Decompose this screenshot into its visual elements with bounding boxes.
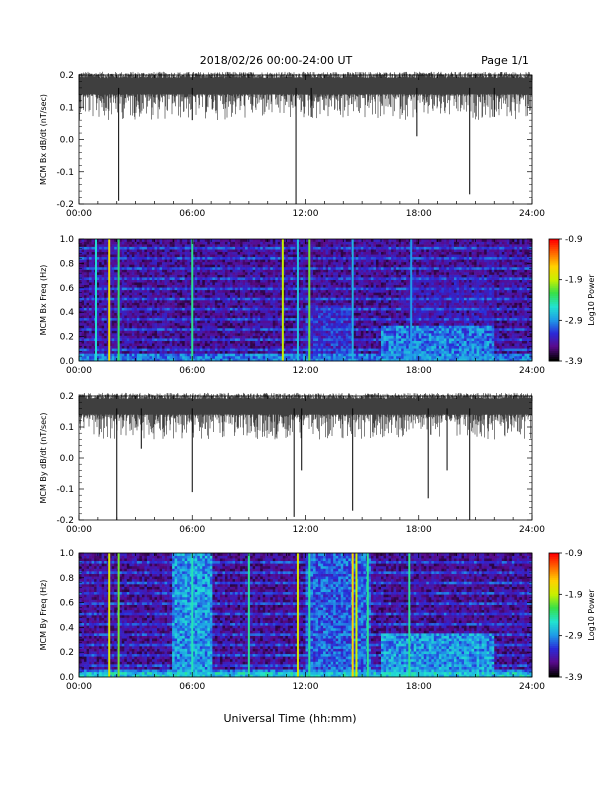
broadband-line-4 [247, 553, 250, 677]
x-tick-label: 06:00 [179, 209, 205, 219]
y-tick-label: 0.4 [60, 308, 75, 318]
x-tick-label: 12:00 [293, 209, 319, 219]
x-tick-label: 18:00 [406, 682, 432, 692]
x-tick-label: 00:00 [66, 682, 92, 692]
x-tick-label: 24:00 [519, 366, 545, 376]
broadband-line-7 [351, 553, 354, 677]
colorbar-tick-label: -1.9 [565, 276, 583, 286]
y-tick-label: 0.4 [60, 623, 75, 633]
x-tick-label: 06:00 [179, 682, 205, 692]
broadband-line-5 [296, 553, 299, 677]
y-tick-label: -0.1 [56, 485, 74, 495]
y-axis-label: MCM Bx Freq (Hz) [39, 265, 48, 336]
x-tick-label: 00:00 [66, 209, 92, 219]
broadband-line-4 [191, 239, 194, 361]
broadband-line-7 [308, 239, 311, 361]
panel-2 [78, 238, 562, 362]
panel-1 [78, 71, 533, 205]
x-tick-label: 24:00 [519, 525, 545, 535]
y-tick-label: 0.2 [60, 71, 74, 81]
x-tick-label: 24:00 [519, 209, 545, 219]
x-tick-label: 12:00 [293, 366, 319, 376]
x-tick-label: 12:00 [293, 682, 319, 692]
panel-3 [78, 392, 533, 521]
y-axis-label: MCM Bx dB/dt (nT/sec) [39, 94, 48, 185]
colorbar-label: Log10 Power [587, 274, 596, 326]
colorbar-label: Log10 Power [587, 589, 596, 641]
y-tick-label: 0.1 [60, 423, 74, 433]
date-range-title: 2018/02/26 00:00-24:00 UT [200, 54, 353, 67]
x-tick-label: 18:00 [406, 525, 432, 535]
broadband-line-10 [408, 553, 411, 677]
x-tick-label: 18:00 [406, 366, 432, 376]
broadband-line-1 [94, 239, 97, 361]
colorbar-tick-label: -3.9 [565, 673, 583, 683]
colorbar [548, 238, 562, 362]
x-tick-label: 24:00 [519, 682, 545, 692]
y-tick-label: 0.1 [60, 103, 74, 113]
colorbar-tick-label: -0.9 [565, 235, 583, 245]
broadband-line-2 [117, 553, 120, 677]
spectrogram-cells [79, 553, 533, 678]
colorbar-tick-label: -2.9 [565, 632, 583, 642]
spectrogram-cells [79, 239, 533, 362]
y-tick-label: 0.8 [60, 574, 75, 584]
y-axis-label: MCM By Freq (Hz) [39, 580, 48, 651]
colorbar [548, 552, 562, 678]
broadband-line-3 [117, 239, 120, 361]
y-tick-label: 0.2 [60, 392, 74, 402]
broadband-line-9 [366, 553, 369, 677]
x-tick-label: 18:00 [406, 209, 432, 219]
colorbar-frame [548, 238, 560, 362]
y-tick-label: 0.8 [60, 259, 75, 269]
y-tick-label: 1.0 [60, 549, 75, 559]
colorbar-tick-label: -3.9 [565, 357, 583, 367]
broadband-line-8 [351, 239, 354, 361]
broadband-line-9 [410, 239, 413, 361]
y-tick-label: 0.0 [60, 357, 75, 367]
colorbar-frame [548, 552, 560, 678]
x-tick-label: 00:00 [66, 366, 92, 376]
y-tick-label: 1.0 [60, 235, 75, 245]
y-tick-label: 0.2 [60, 648, 74, 658]
colorbar-tick-label: -0.9 [565, 549, 583, 559]
y-tick-label: 0.0 [60, 454, 75, 464]
y-tick-label: 0.2 [60, 333, 74, 343]
y-tick-label: -0.2 [56, 516, 74, 526]
broadband-line-1 [108, 553, 111, 677]
x-tick-label: 06:00 [179, 366, 205, 376]
x-tick-label: 00:00 [66, 525, 92, 535]
broadband-line-8 [355, 553, 358, 677]
x-tick-label: 12:00 [293, 525, 319, 535]
broadband-line-6 [296, 239, 299, 361]
broadband-line-5 [281, 239, 284, 361]
y-tick-label: 0.6 [60, 599, 75, 609]
y-tick-label: 0.0 [60, 673, 75, 683]
colorbar-tick-label: -1.9 [565, 590, 583, 600]
broadband-line-6 [308, 553, 311, 677]
colorbar-tick-label: -2.9 [565, 316, 583, 326]
broadband-line-3 [191, 553, 194, 677]
y-axis-label: MCM By dB/dt (nT/sec) [39, 412, 48, 503]
broadband-line-2 [108, 239, 111, 361]
page-number: Page 1/1 [481, 54, 529, 67]
y-tick-label: -0.1 [56, 168, 74, 178]
y-tick-label: 0.6 [60, 284, 75, 294]
x-tick-label: 06:00 [179, 525, 205, 535]
panel-4 [78, 552, 562, 678]
y-tick-label: -0.2 [56, 200, 74, 210]
x-axis-label: Universal Time (hh:mm) [224, 712, 357, 725]
y-tick-label: 0.0 [60, 136, 75, 146]
